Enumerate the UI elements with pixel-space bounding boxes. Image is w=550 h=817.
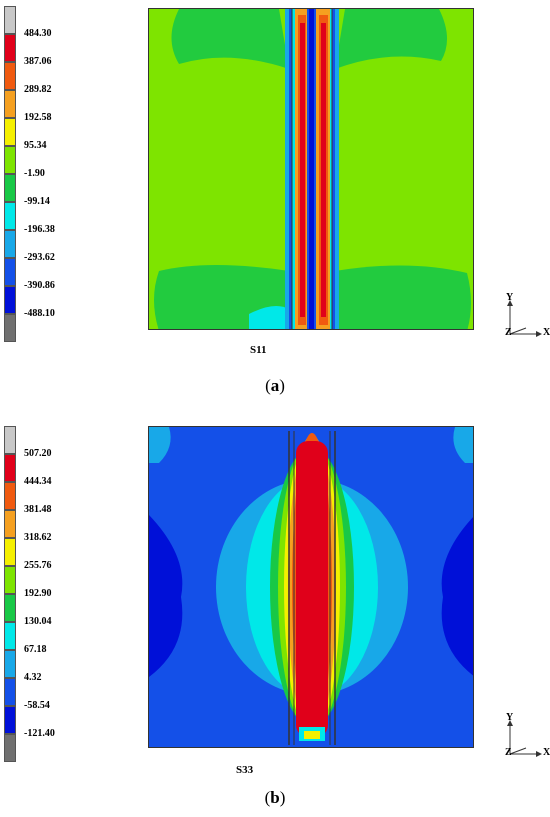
- legend-label: -99.14: [24, 196, 50, 207]
- caption-a: (a): [265, 376, 285, 395]
- legend-swatch: [4, 314, 16, 342]
- legend-label: 192.90: [24, 588, 52, 599]
- legend-swatch: [4, 510, 16, 538]
- legend-swatch: [4, 6, 16, 34]
- axis-y-label: Y: [506, 712, 514, 723]
- legend-swatch: [4, 118, 16, 146]
- legend-swatch: [4, 90, 16, 118]
- legend-label: 444.34: [24, 476, 52, 487]
- color-legend-b: 507.20 444.34 381.48 318.62 255.76 192.9…: [4, 426, 84, 762]
- legend-swatch: [4, 538, 16, 566]
- contour-s33-graphic: [149, 427, 473, 747]
- legend-swatch: [4, 230, 16, 258]
- axis-z-label: Z: [505, 327, 512, 338]
- legend-label: 95.34: [24, 140, 47, 151]
- legend-label: 387.06: [24, 56, 52, 67]
- legend-swatch: [4, 202, 16, 230]
- legend-label: 289.82: [24, 84, 52, 95]
- legend-label: -390.86: [24, 280, 55, 291]
- legend-label: 192.58: [24, 112, 52, 123]
- axis-triad-icon: Y Z X: [496, 292, 550, 342]
- legend-label: 381.48: [24, 504, 52, 515]
- contour-s11-graphic: [149, 9, 473, 329]
- legend-label: -196.38: [24, 224, 55, 235]
- caption-b: (b): [264, 788, 286, 807]
- legend-label: -58.54: [24, 700, 50, 711]
- panel-b: 507.20 444.34 381.48 318.62 255.76 192.9…: [0, 420, 550, 817]
- legend-swatch: [4, 174, 16, 202]
- axis-y-label: Y: [506, 292, 514, 303]
- legend-swatch: [4, 594, 16, 622]
- legend-swatch: [4, 62, 16, 90]
- legend-label: 507.20: [24, 448, 52, 459]
- legend-swatch: [4, 34, 16, 62]
- legend-swatch: [4, 454, 16, 482]
- contour-plot-s11: [148, 8, 474, 330]
- axis-x-label: X: [543, 327, 550, 338]
- field-label-s11: S11: [250, 344, 267, 356]
- legend-swatch: [4, 734, 16, 762]
- legend-swatch: [4, 258, 16, 286]
- axis-z-label: Z: [505, 747, 512, 758]
- legend-label: 130.04: [24, 616, 52, 627]
- legend-swatch: [4, 146, 16, 174]
- legend-swatch: [4, 650, 16, 678]
- contour-plot-s33: [148, 426, 474, 748]
- legend-label: -1.90: [24, 168, 45, 179]
- panel-a: 484.30 387.06 289.82 192.58 95.34 -1.90 …: [0, 0, 550, 405]
- legend-label: -488.10: [24, 308, 55, 319]
- color-legend-a: 484.30 387.06 289.82 192.58 95.34 -1.90 …: [4, 6, 84, 342]
- legend-label: 67.18: [24, 644, 47, 655]
- legend-label: 255.76: [24, 560, 52, 571]
- legend-label: 4.32: [24, 672, 42, 683]
- field-label-s33: S33: [236, 764, 254, 776]
- legend-swatch: [4, 482, 16, 510]
- axis-triad-icon: Y Z X: [496, 712, 550, 762]
- legend-label: 318.62: [24, 532, 52, 543]
- legend-swatch: [4, 678, 16, 706]
- legend-swatch: [4, 286, 16, 314]
- legend-swatch: [4, 622, 16, 650]
- legend-swatch: [4, 426, 16, 454]
- axis-x-label: X: [543, 747, 550, 758]
- legend-label: -293.62: [24, 252, 55, 263]
- legend-swatch: [4, 566, 16, 594]
- legend-label: -121.40: [24, 728, 55, 739]
- legend-swatch: [4, 706, 16, 734]
- legend-label: 484.30: [24, 28, 52, 39]
